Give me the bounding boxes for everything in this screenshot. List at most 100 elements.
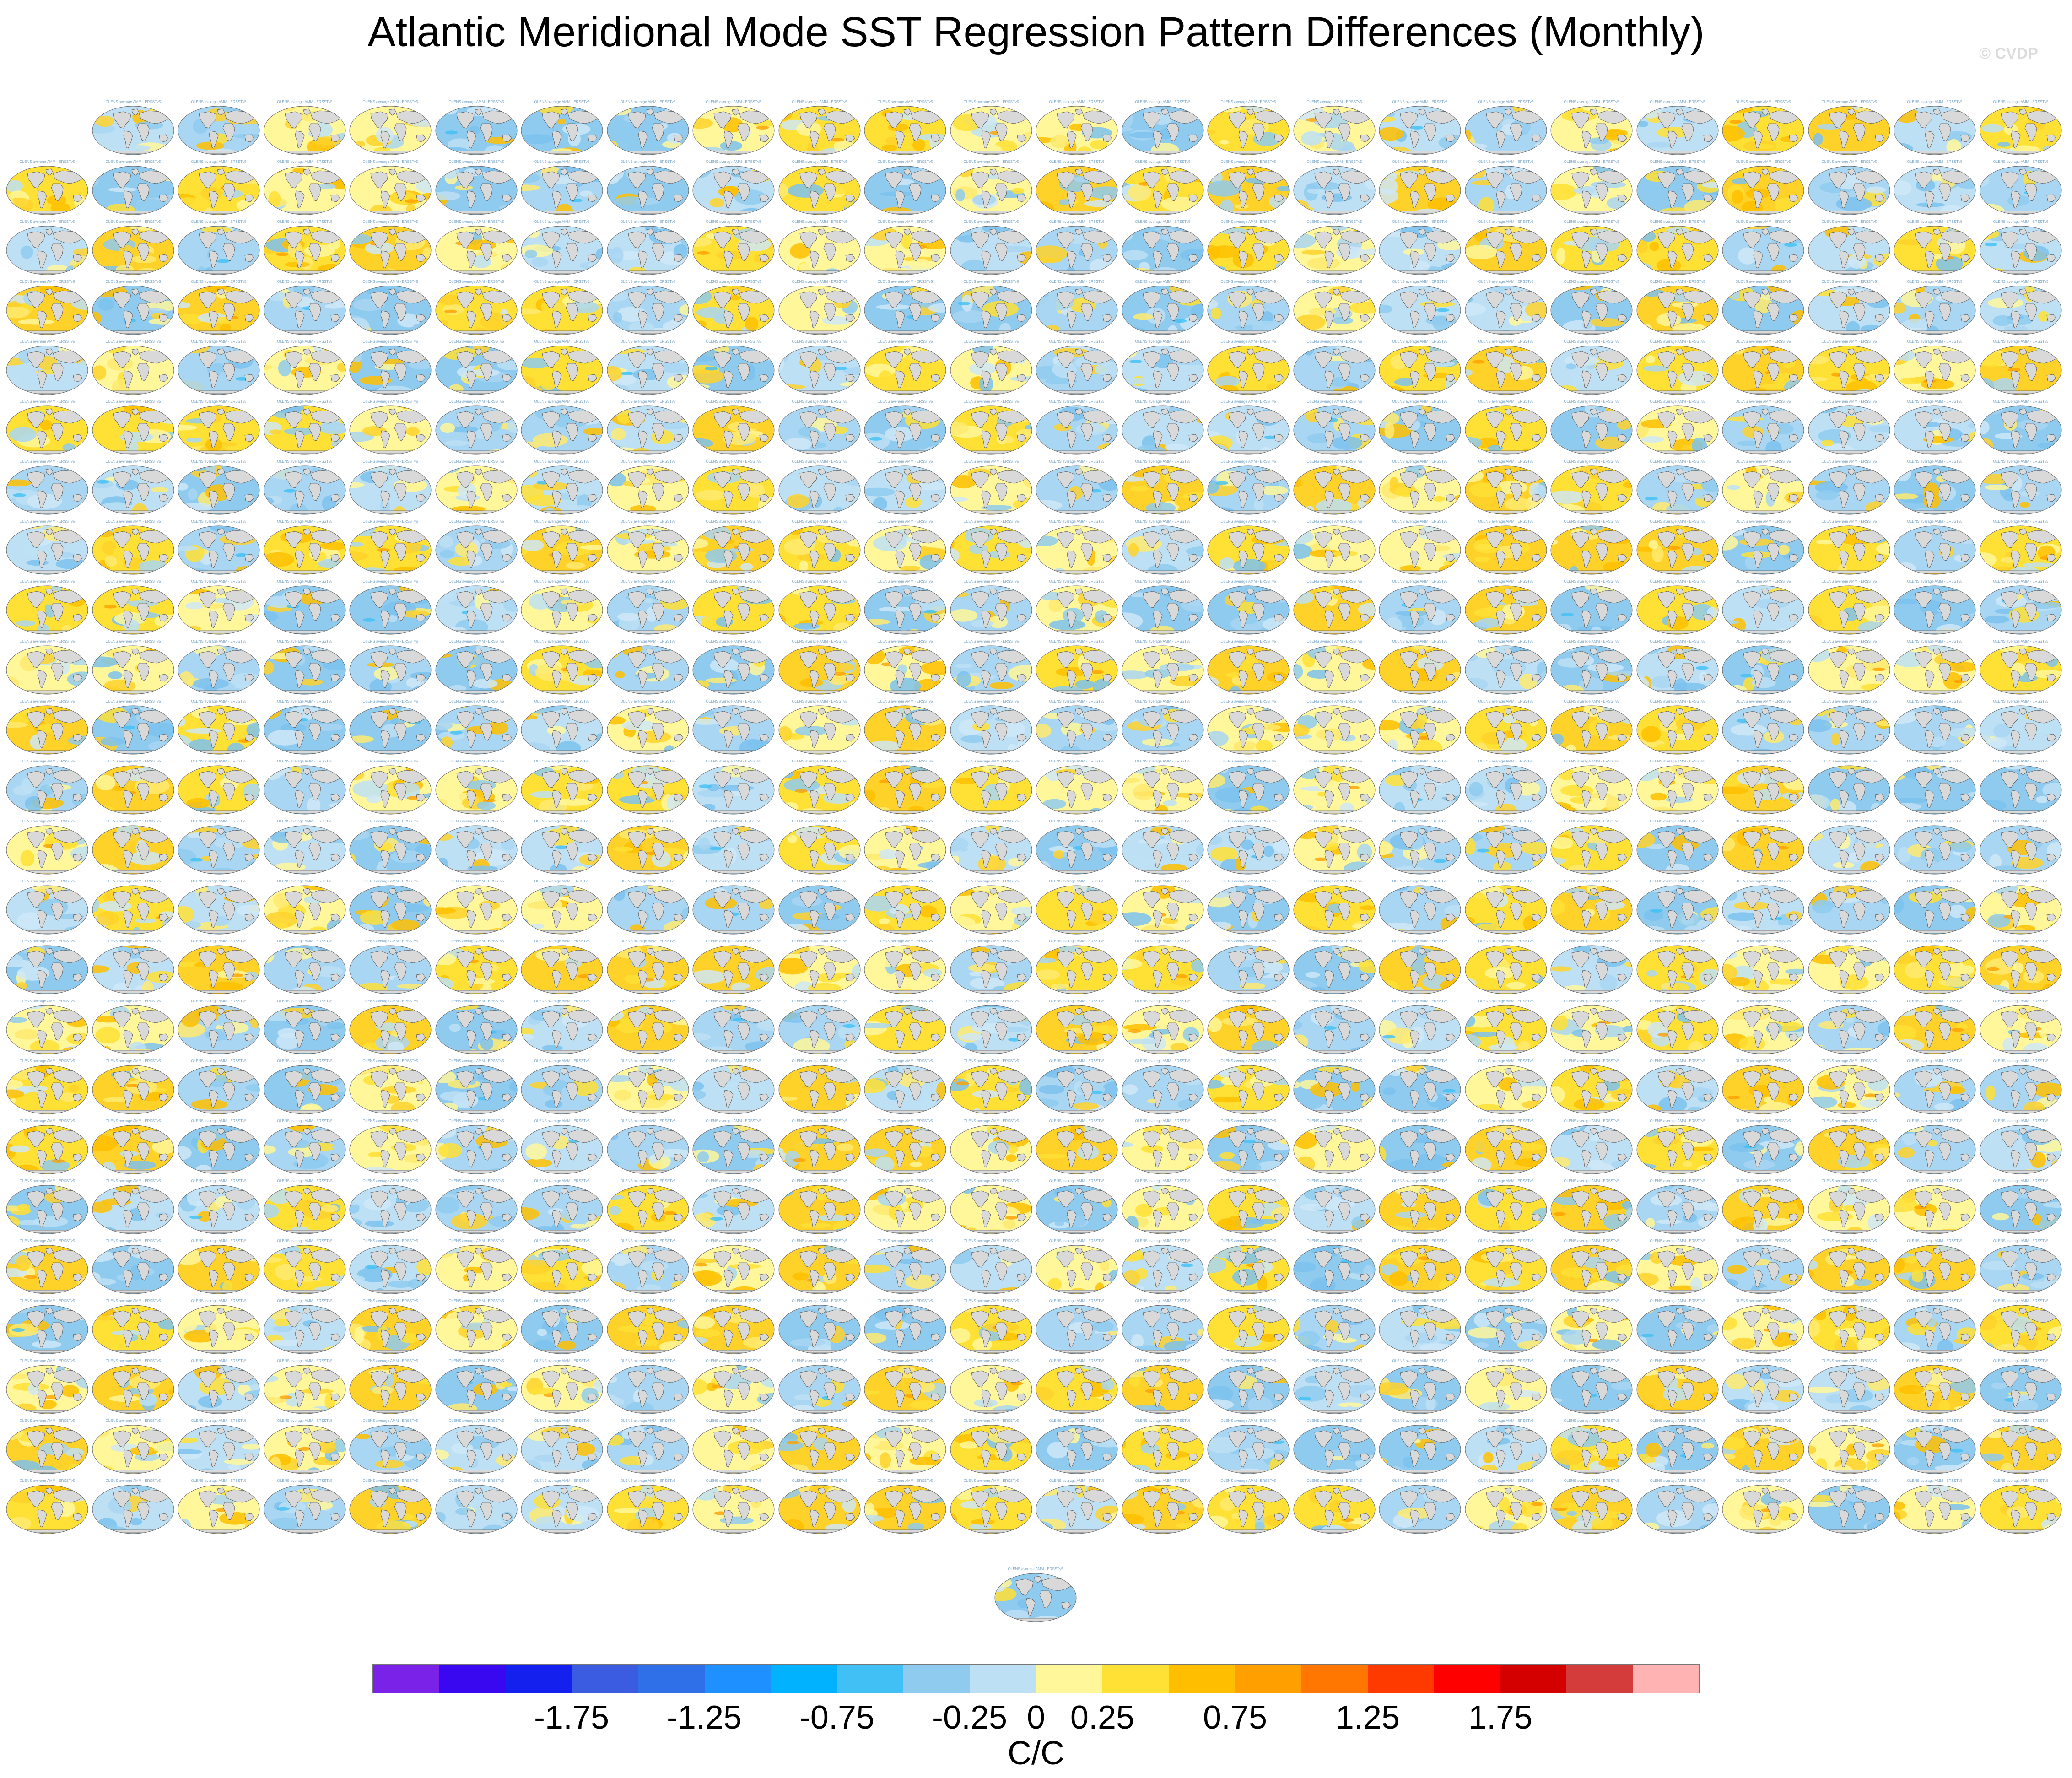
- map-panel: OLENS average AMM - ERSSTv5: [950, 1179, 1033, 1235]
- map-panel: OLENS average AMM - ERSSTv5: [1808, 1059, 1891, 1115]
- world-map: [349, 1365, 432, 1414]
- map-panel: OLENS average AMM - ERSSTv5: [950, 759, 1033, 815]
- world-map: [349, 1125, 432, 1174]
- world-map: [1722, 1305, 1804, 1354]
- world-map: [521, 1245, 603, 1294]
- map-panel: OLENS average AMM - ERSSTv5: [349, 1179, 432, 1235]
- map-panel: OLENS average AMM - ERSSTv5: [1035, 340, 1118, 395]
- world-map: [1636, 1245, 1719, 1294]
- world-map: [435, 945, 518, 994]
- world-map: [1980, 705, 2062, 755]
- map-panel-title: OLENS average AMM - ERSSTv5: [1735, 999, 1791, 1003]
- map-panel: OLENS average AMM - ERSSTv5: [1035, 220, 1118, 276]
- world-map: [607, 525, 689, 575]
- map-panel-title: OLENS average AMM - ERSSTv5: [1821, 699, 1877, 703]
- map-panel-title: OLENS average AMM - ERSSTv5: [448, 1419, 504, 1423]
- map-panel: OLENS average AMM - ERSSTv5: [1293, 220, 1376, 276]
- map-panel: OLENS average AMM - ERSSTv5: [1721, 639, 1805, 695]
- world-map: [607, 465, 689, 515]
- map-panel: OLENS average AMM - ERSSTv5: [349, 1119, 432, 1175]
- map-panel: OLENS average AMM - ERSSTv5: [692, 280, 775, 335]
- world-map: [1550, 825, 1633, 875]
- map-panel: OLENS average AMM - ERSSTv5: [177, 939, 260, 995]
- world-map: [6, 525, 88, 575]
- map-panel: OLENS average AMM - ERSSTv5: [1464, 519, 1548, 575]
- world-map: [1636, 106, 1719, 155]
- map-panel: OLENS average AMM - ERSSTv5: [1035, 1119, 1118, 1175]
- map-panel-title: OLENS average AMM - ERSSTv5: [105, 519, 161, 524]
- world-map: [1379, 1305, 1461, 1354]
- map-panel: OLENS average AMM - ERSSTv5: [950, 939, 1033, 995]
- map-panel: OLENS average AMM - ERSSTv5: [1121, 459, 1204, 515]
- map-panel-title: OLENS average AMM - ERSSTv5: [1650, 1239, 1705, 1243]
- world-map: [692, 1245, 775, 1294]
- world-map: [1465, 645, 1547, 695]
- world-map: [778, 226, 861, 275]
- map-panel-grid: OLENS average AMM - ERSSTv5 OLENS average…: [6, 100, 2062, 1622]
- map-panel: OLENS average AMM - ERSSTv5: [1893, 100, 1976, 156]
- map-panel-title: OLENS average AMM - ERSSTv5: [1735, 220, 1791, 224]
- map-panel-title: OLENS average AMM - ERSSTv5: [1478, 639, 1534, 643]
- world-map: [1122, 1365, 1204, 1414]
- world-map: [1980, 106, 2062, 155]
- world-map: [1980, 765, 2062, 815]
- map-panel-title: OLENS average AMM - ERSSTv5: [19, 1419, 75, 1423]
- map-panel-title: OLENS average AMM - ERSSTv5: [1564, 1359, 1619, 1363]
- map-panel-title: OLENS average AMM - ERSSTv5: [277, 1419, 333, 1423]
- world-map: [264, 1365, 346, 1414]
- world-map: [521, 525, 603, 575]
- map-panel: OLENS average AMM - ERSSTv5: [1293, 1479, 1376, 1535]
- world-map: [6, 405, 88, 455]
- map-panel: OLENS average AMM - ERSSTv5: [1121, 999, 1204, 1055]
- world-map: [1722, 885, 1804, 935]
- map-panel: OLENS average AMM - ERSSTv5: [92, 1239, 175, 1295]
- map-panel-title: OLENS average AMM - ERSSTv5: [1821, 939, 1877, 943]
- map-panel: OLENS average AMM - ERSSTv5: [863, 939, 947, 995]
- world-map: [1550, 1065, 1633, 1114]
- map-panel: OLENS average AMM - ERSSTv5: [1378, 879, 1462, 935]
- world-map: [1808, 465, 1890, 515]
- map-panel-title: OLENS average AMM - ERSSTv5: [1564, 1479, 1619, 1483]
- map-panel: OLENS average AMM - ERSSTv5: [692, 759, 775, 815]
- map-panel-title: OLENS average AMM - ERSSTv5: [448, 879, 504, 883]
- world-map: [607, 1425, 689, 1474]
- world-map: [692, 1425, 775, 1474]
- world-map: [1207, 1065, 1290, 1114]
- map-panel-title: OLENS average AMM - ERSSTv5: [1907, 340, 1963, 344]
- map-panel: OLENS average AMM - ERSSTv5: [1808, 759, 1891, 815]
- map-panel: OLENS average AMM - ERSSTv5: [1035, 819, 1118, 875]
- map-panel-title: OLENS average AMM - ERSSTv5: [1306, 1479, 1362, 1483]
- map-panel-title: OLENS average AMM - ERSSTv5: [1735, 699, 1791, 703]
- world-map: [92, 1305, 174, 1354]
- map-panel-title: OLENS average AMM - ERSSTv5: [1907, 939, 1963, 943]
- map-panel-title: OLENS average AMM - ERSSTv5: [362, 1119, 418, 1123]
- map-panel-title: OLENS average AMM - ERSSTv5: [706, 879, 761, 883]
- world-map: [1379, 1485, 1461, 1534]
- colorbar-tick-label: 0.75: [1203, 1699, 1268, 1736]
- map-panel-title: OLENS average AMM - ERSSTv5: [362, 280, 418, 284]
- map-panel: OLENS average AMM - ERSSTv5: [606, 699, 690, 755]
- map-panel: OLENS average AMM - ERSSTv5: [92, 999, 175, 1055]
- map-panel-title: OLENS average AMM - ERSSTv5: [534, 100, 590, 104]
- map-panel-title: OLENS average AMM - ERSSTv5: [1392, 999, 1448, 1003]
- map-panel-title: OLENS average AMM - ERSSTv5: [877, 280, 933, 284]
- map-panel: OLENS average AMM - ERSSTv5: [520, 939, 604, 995]
- map-panel: OLENS average AMM - ERSSTv5: [1893, 759, 1976, 815]
- map-panel-title: OLENS average AMM - ERSSTv5: [620, 100, 676, 104]
- map-panel: OLENS average AMM - ERSSTv5: [1893, 519, 1976, 575]
- map-panel-title: OLENS average AMM - ERSSTv5: [1049, 819, 1105, 823]
- map-panel-title: OLENS average AMM - ERSSTv5: [362, 1299, 418, 1303]
- world-map: [1636, 945, 1719, 994]
- map-panel-title: OLENS average AMM - ERSSTv5: [1650, 1119, 1705, 1123]
- map-panel: OLENS average AMM - ERSSTv5: [177, 999, 260, 1055]
- map-panel: OLENS average AMM - ERSSTv5: [1979, 1479, 2062, 1535]
- map-panel-title: OLENS average AMM - ERSSTv5: [1306, 699, 1362, 703]
- map-panel-title: OLENS average AMM - ERSSTv5: [1907, 160, 1963, 164]
- world-map: [950, 525, 1032, 575]
- map-panel: OLENS average AMM - ERSSTv5: [606, 579, 690, 635]
- world-map: [1894, 765, 1976, 815]
- map-panel: OLENS average AMM - ERSSTv5: [177, 1419, 260, 1475]
- map-panel-title: OLENS average AMM - ERSSTv5: [277, 340, 333, 344]
- map-panel-title: OLENS average AMM - ERSSTv5: [19, 1239, 75, 1243]
- map-panel: OLENS average AMM - ERSSTv5: [349, 220, 432, 276]
